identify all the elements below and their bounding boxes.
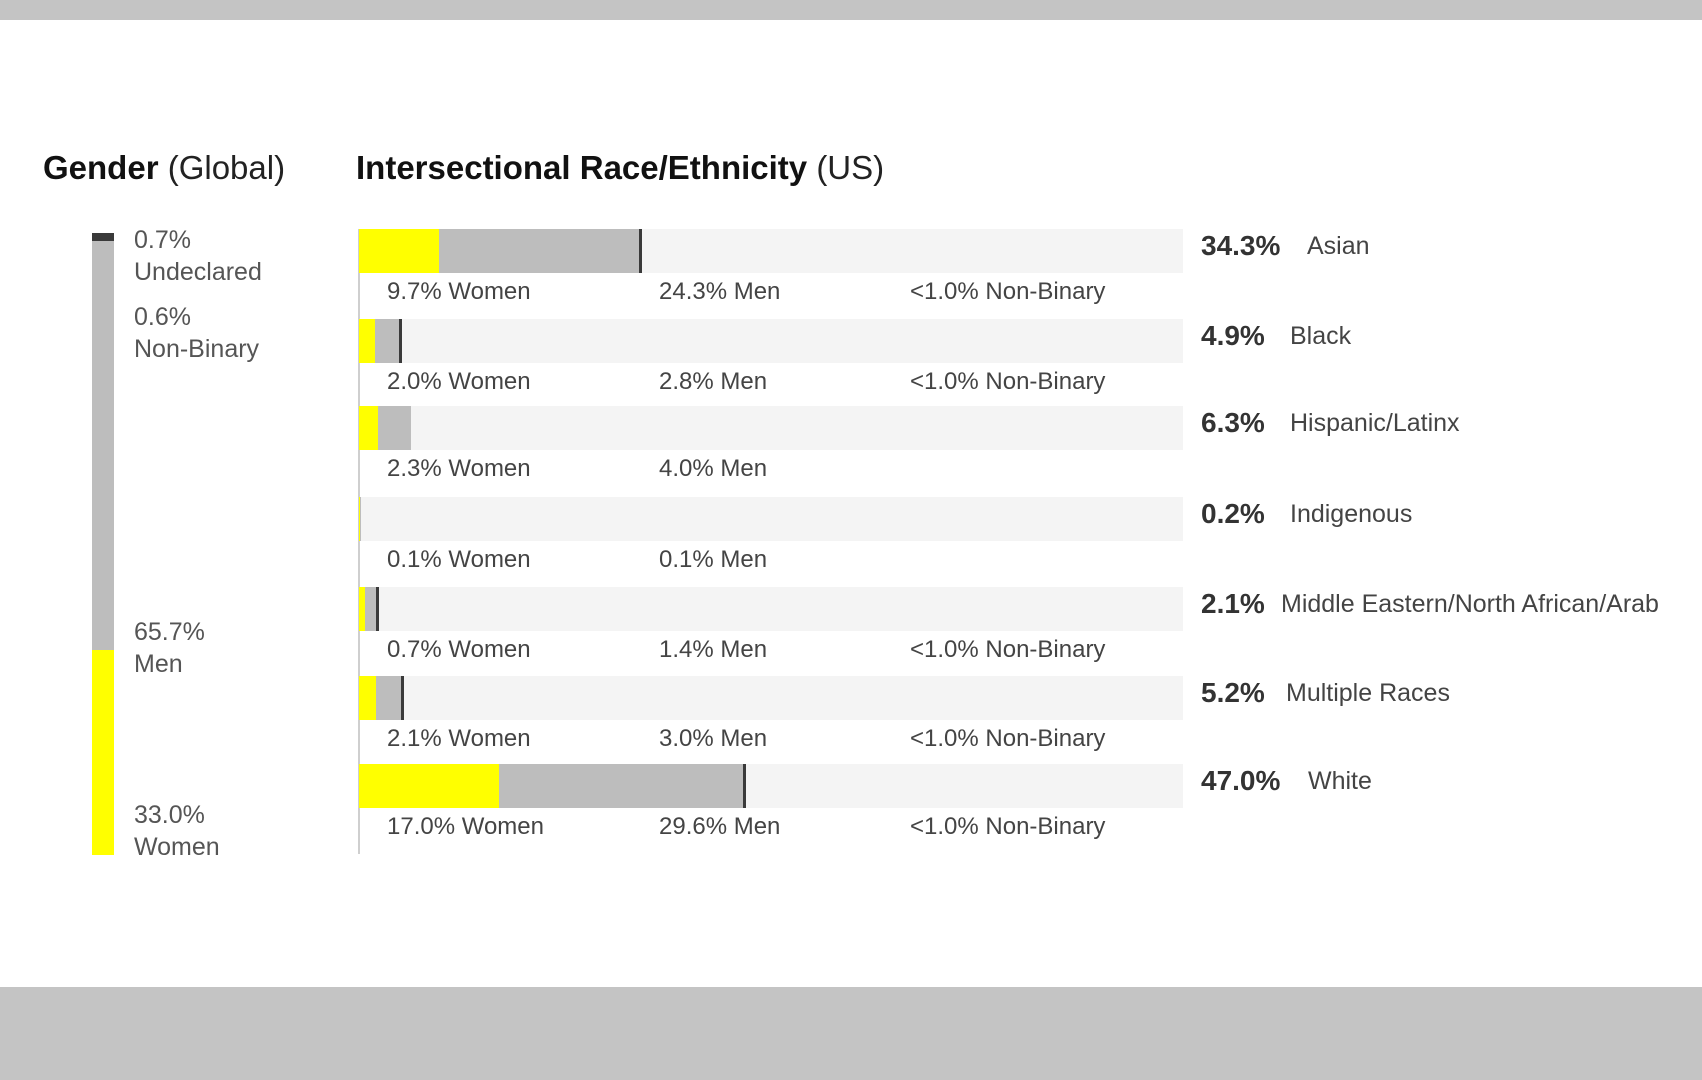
bar-track-multiple-races — [359, 676, 1183, 720]
bar-non-binary-black — [398, 319, 402, 363]
race-name-middle-eastern-north-african-arab: Middle Eastern/North African/Arab — [1281, 590, 1659, 618]
bar-non-binary-white — [742, 764, 746, 808]
bar-non-binary-asian — [639, 229, 643, 273]
race-name-indigenous: Indigenous — [1290, 500, 1413, 528]
bar-non-binary-middle-eastern-north-african-arab — [376, 587, 380, 631]
sublabel-men-middle-eastern-north-african-arab: 1.4% Men — [659, 636, 768, 663]
race-chart-title: Intersectional Race/Ethnicity (US) — [356, 149, 884, 187]
gender-label-undeclared: 0.7% Undeclared — [134, 224, 262, 288]
sublabel-non-binary-black: <1.0% Non-Binary — [910, 368, 1106, 395]
bar-track-white — [359, 764, 1183, 808]
gender-category: Non-Binary — [134, 335, 260, 363]
bar-women-multiple-races — [359, 676, 377, 720]
gender-label-non-binary: 0.6% Non-Binary — [134, 301, 259, 365]
bar-track-indigenous — [359, 497, 1183, 541]
sublabel-women-black: 2.0% Women — [387, 368, 531, 395]
bar-track-middle-eastern-north-african-arab — [359, 587, 1183, 631]
sublabel-men-white: 29.6% Men — [659, 813, 781, 840]
gender-label-women: 33.0% Women — [134, 799, 220, 863]
bar-women-white — [359, 764, 500, 808]
gender-bar-women — [92, 649, 114, 855]
sublabel-women-hispanic-latinx: 2.3% Women — [387, 455, 531, 482]
total-white: 47.0% — [1201, 765, 1281, 796]
bar-men-asian — [438, 229, 640, 273]
sublabel-non-binary-middle-eastern-north-african-arab: <1.0% Non-Binary — [910, 636, 1106, 663]
bar-track-asian — [359, 229, 1183, 273]
sublabel-non-binary-white: <1.0% Non-Binary — [910, 813, 1106, 840]
bar-men-middle-eastern-north-african-arab — [364, 587, 377, 631]
gender-value: 0.6% — [134, 303, 191, 331]
bar-men-hispanic-latinx — [377, 406, 411, 450]
race-title-scope: (US) — [816, 149, 885, 186]
gender-category: Women — [134, 833, 220, 861]
total-indigenous: 0.2% — [1201, 498, 1265, 529]
bar-track-hispanic-latinx — [359, 406, 1183, 450]
race-name-multiple-races: Multiple Races — [1286, 679, 1450, 707]
bar-women-black — [359, 319, 376, 363]
gender-bar-non-binary — [92, 237, 114, 242]
top-band — [0, 0, 1702, 20]
gender-chart-title: Gender (Global) — [43, 149, 285, 187]
bar-men-white — [499, 764, 743, 808]
gender-label-men: 65.7% Men — [134, 616, 205, 680]
sublabel-women-asian: 9.7% Women — [387, 278, 531, 305]
bar-track-black — [359, 319, 1183, 363]
race-name-white: White — [1308, 767, 1372, 795]
gender-value: 0.7% — [134, 226, 191, 254]
gender-category: Men — [134, 650, 183, 678]
bar-men-indigenous — [359, 497, 361, 541]
race-name-asian: Asian — [1307, 232, 1370, 260]
sublabel-men-hispanic-latinx: 4.0% Men — [659, 455, 768, 482]
race-name-hispanic-latinx: Hispanic/Latinx — [1290, 409, 1460, 437]
sublabel-men-black: 2.8% Men — [659, 368, 768, 395]
sublabel-women-middle-eastern-north-african-arab: 0.7% Women — [387, 636, 531, 663]
sublabel-men-multiple-races: 3.0% Men — [659, 725, 768, 752]
total-multiple-races: 5.2% — [1201, 677, 1265, 708]
gender-bar-men — [92, 241, 114, 650]
sublabel-women-multiple-races: 2.1% Women — [387, 725, 531, 752]
bar-non-binary-multiple-races — [401, 676, 405, 720]
gender-value: 65.7% — [134, 618, 205, 646]
race-name-black: Black — [1290, 322, 1352, 350]
gender-bar-undeclared — [92, 233, 114, 238]
race-chart-axis-line — [358, 229, 360, 854]
gender-title-scope: (Global) — [167, 149, 286, 186]
bar-women-middle-eastern-north-african-arab — [359, 587, 365, 631]
total-middle-eastern-north-african-arab: 2.1% — [1201, 588, 1265, 619]
sublabel-women-white: 17.0% Women — [387, 813, 544, 840]
bar-men-black — [375, 319, 399, 363]
sublabel-men-asian: 24.3% Men — [659, 278, 781, 305]
bar-men-multiple-races — [376, 676, 402, 720]
bar-women-asian — [359, 229, 439, 273]
gender-title-bold: Gender — [43, 149, 159, 186]
total-black: 4.9% — [1201, 320, 1265, 351]
bottom-band — [0, 987, 1702, 1080]
sublabel-women-indigenous: 0.1% Women — [387, 546, 531, 573]
bar-women-hispanic-latinx — [359, 406, 378, 450]
gender-category: Undeclared — [134, 258, 262, 286]
sublabel-men-indigenous: 0.1% Men — [659, 546, 768, 573]
total-asian: 34.3% — [1201, 230, 1281, 261]
total-hispanic-latinx: 6.3% — [1201, 407, 1265, 438]
race-title-bold: Intersectional Race/Ethnicity — [356, 149, 808, 186]
sublabel-non-binary-multiple-races: <1.0% Non-Binary — [910, 725, 1106, 752]
bar-women-indigenous — [359, 497, 360, 541]
gender-value: 33.0% — [134, 801, 205, 829]
sublabel-non-binary-asian: <1.0% Non-Binary — [910, 278, 1106, 305]
